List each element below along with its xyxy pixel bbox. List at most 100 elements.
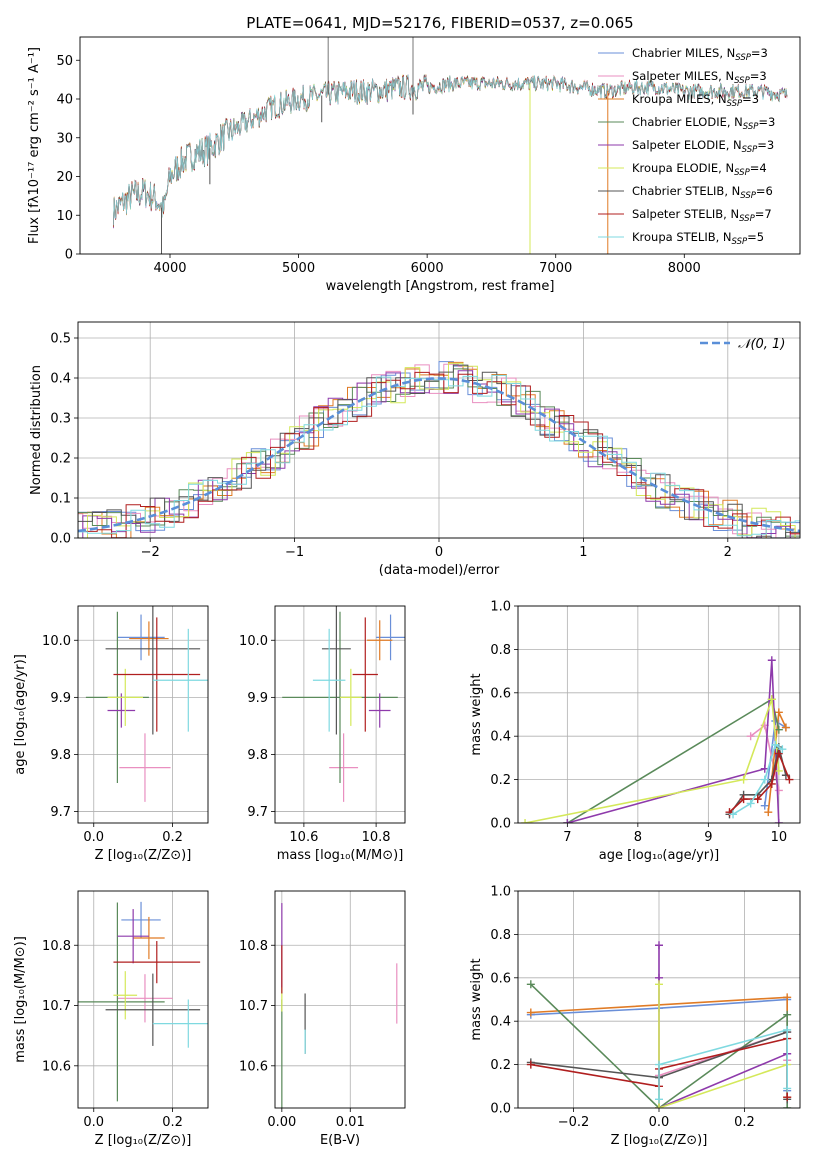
age-vs-Z-marks (85, 606, 208, 802)
legend-label: Chabrier STELIB, N (632, 184, 740, 198)
legend-subscript: SSP (734, 168, 750, 178)
legend-value: =3 (742, 92, 759, 106)
legend-subscript: SSP (743, 122, 759, 132)
age-vs-mass-frame (274, 605, 406, 824)
x-tick-label: 7 (563, 830, 571, 845)
weight-vs-Z-panel: −0.2 0.0 0.2 0.0 0.2 0.4 0.6 0.8 1.0 Z [log₁₀(Z/Z… (469, 885, 801, 1148)
weight-marker (526, 980, 535, 989)
mass-vs-Z-marks (78, 901, 208, 1102)
legend-value: =7 (755, 207, 772, 221)
weight-marker (783, 1093, 792, 1102)
weight-vs-age-panel: 7 8 9 10 0.0 0.2 0.4 0.6 0.8 1.0 age [log₁₀(age/yr… (469, 600, 801, 863)
mass-vs-EBV-panel: 0.00 0.01 10.6 10.7 10.8 E(B-V) (239, 890, 406, 1148)
y-tick-label: 0.0 (490, 817, 511, 832)
mass-vs-EBV-marks (281, 903, 398, 1108)
legend-subscript: SSP (734, 76, 750, 86)
spectrum-line (113, 74, 788, 226)
y-tick-label: 9.8 (247, 748, 268, 763)
y-tick-label: 0.2 (490, 773, 511, 788)
x-tick-label: 0.2 (162, 830, 183, 845)
x-tick-label: 0.00 (267, 1115, 296, 1130)
weight-marker (783, 1084, 792, 1093)
legend-entry: Chabrier STELIB, NSSP=6 (632, 184, 773, 201)
y-tick-label: 0.4 (490, 1015, 511, 1030)
legend-value: =3 (751, 46, 768, 60)
x-tick-label: 0.0 (649, 1115, 670, 1130)
spectrum-frame (79, 36, 801, 255)
weight-marker (767, 695, 776, 704)
weight-marker (767, 656, 776, 665)
x-tick-label: 1 (579, 545, 587, 560)
legend-subscript: SSP (739, 214, 755, 224)
x-tick-label: 0.01 (336, 1115, 365, 1130)
weight-marker (774, 708, 783, 717)
x-tick-label: 0.2 (162, 1115, 183, 1130)
age-vs-Z-frame (77, 605, 209, 824)
legend-label: Kroupa MILES, N (632, 92, 727, 106)
x-tick-label: 0 (435, 545, 443, 560)
x-axis-label: Z [log₁₀(Z/Z⊙)] (95, 848, 192, 863)
y-tick-label: 40 (56, 93, 73, 108)
y-tick-label: 0.2 (50, 452, 71, 467)
weight-line (728, 746, 787, 815)
weight-marker (778, 745, 787, 754)
legend-subscript: SSP (742, 145, 758, 155)
x-axis-label: (data-model)/error (379, 563, 500, 578)
weight-marker (783, 1010, 792, 1019)
weight-marker (753, 795, 762, 804)
y-tick-label: 0.4 (490, 730, 511, 745)
weight-line (658, 1028, 788, 1100)
legend-entry: Kroupa MILES, NSSP=3 (632, 92, 759, 109)
x-tick-label: 6000 (411, 261, 444, 276)
legend-label: Salpeter ELODIE, N (632, 138, 742, 152)
x-tick-label: 7000 (539, 261, 572, 276)
weight-marker (655, 1104, 663, 1108)
legend-value: =5 (747, 230, 764, 244)
y-tick-label: 0.3 (50, 412, 71, 427)
legend-value: =3 (750, 69, 767, 83)
weight-marker (764, 808, 773, 817)
legend-subscript: SSP (727, 99, 743, 109)
mass-vs-EBV-frame (274, 890, 406, 1109)
y-tick-label: 50 (56, 54, 73, 69)
legend-entry: Chabrier MILES, NSSP=3 (632, 46, 768, 63)
age-vs-mass-panel: 10.6 10.8 9.7 9.8 9.9 10.0 mass [log₁₀(M/M⊙)] (239, 605, 406, 863)
y-axis-label: mass [log₁₀(M/M⊙)] (13, 936, 28, 1063)
y-tick-label: 1.0 (490, 600, 511, 615)
residuals-marks (78, 361, 800, 538)
y-tick-label: 10.0 (42, 634, 71, 649)
weight-vs-age-frame (517, 605, 801, 824)
legend-value: =6 (756, 184, 773, 198)
weight-vs-age-marks (521, 656, 794, 823)
x-tick-label: 10 (771, 830, 788, 845)
x-tick-label: 5000 (282, 261, 315, 276)
y-tick-label: 10.8 (42, 939, 71, 954)
legend-subscript: SSP (732, 237, 748, 247)
figure-title: PLATE=0641, MJD=52176, FIBERID=0537, z=0… (246, 14, 633, 32)
weight-marker (655, 941, 663, 950)
x-axis-label: Z [log₁₀(Z/Z⊙)] (611, 1133, 708, 1148)
y-axis-label: age [log₁₀(age/yr)] (13, 654, 28, 775)
y-tick-label: 0.8 (490, 643, 511, 658)
weight-marker (783, 1025, 792, 1034)
weight-marker (563, 819, 572, 823)
legend-label: Salpeter MILES, N (632, 69, 734, 83)
y-tick-label: 9.7 (50, 805, 71, 820)
y-tick-label: 0.2 (490, 1058, 511, 1073)
x-tick-label: −0.2 (558, 1115, 590, 1130)
histogram-steps (78, 370, 800, 538)
residuals-panel: −2 −1 0 1 2 0.0 0.1 0.2 0.3 0.4 0.5 (data-model)/er… (29, 321, 801, 578)
spectrum-panel: 4000 5000 6000 7000 8000 0 10 20 30 40 50 wavelengt… (27, 36, 801, 294)
legend-value: =4 (750, 161, 767, 175)
y-tick-label: 0.0 (50, 532, 71, 547)
age-vs-Z-panel: 0.0 0.2 9.7 9.8 9.9 10.0 Z [log₁₀(Z/Z⊙)] age [l… (13, 605, 209, 863)
legend-label: Salpeter STELIB, N (632, 207, 739, 221)
x-axis-label: Z [log₁₀(Z/Z⊙)] (95, 1133, 192, 1148)
weight-marker (526, 1008, 535, 1017)
legend-label: Kroupa ELODIE, N (632, 161, 734, 175)
x-axis-label: E(B-V) (320, 1133, 360, 1148)
weight-marker (655, 1095, 663, 1104)
histogram-steps (78, 374, 800, 537)
x-tick-label: 0.0 (83, 830, 104, 845)
